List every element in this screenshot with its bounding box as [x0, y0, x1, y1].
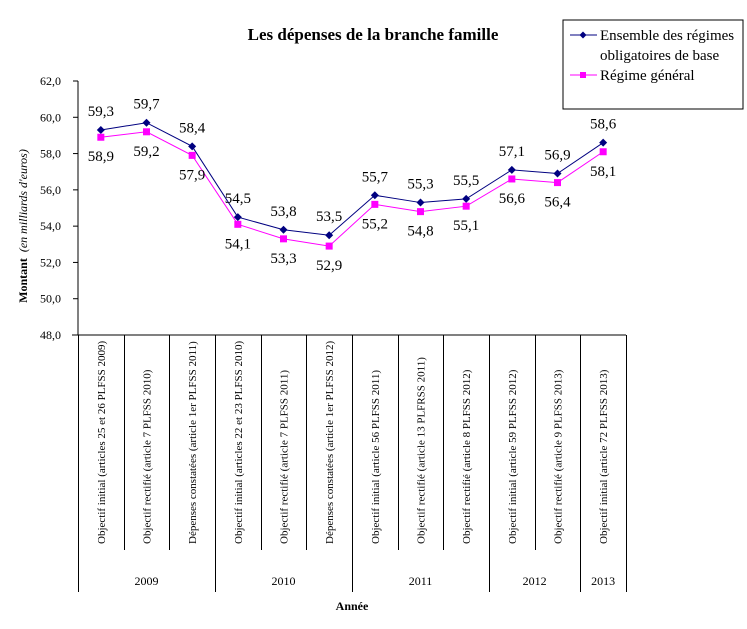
y-tick-label: 60,0 — [40, 110, 61, 124]
series-layer — [96, 118, 608, 250]
series-line — [100, 131, 604, 247]
data-label: 59,2 — [133, 144, 159, 160]
year-label: 2009 — [135, 574, 159, 588]
data-label: 53,3 — [270, 251, 296, 267]
data-label: 56,9 — [544, 148, 570, 164]
year-label: 2012 — [523, 574, 547, 588]
data-point-square — [417, 208, 424, 216]
y-tick-label: 58,0 — [40, 147, 61, 161]
data-point-square — [508, 175, 516, 183]
data-label: 55,2 — [362, 216, 388, 232]
y-axis-title: Montant (en milliards d'euros) — [16, 149, 30, 303]
y-tick-label: 56,0 — [40, 183, 61, 197]
category-label: Objectif initial (articles 22 et 23 PLFS… — [233, 340, 245, 544]
category-label: Objectif rectifié (article 7 PLFSS 2010) — [142, 369, 154, 544]
y-ticks: 48,0 50,0 52,0 54,0 56,0 58,0 60,0 62,0 — [40, 74, 78, 342]
x-categories: Objectif initial (articles 25 et 26 PLFS… — [78, 335, 627, 592]
data-point-diamond — [279, 225, 288, 234]
data-point-diamond — [370, 191, 379, 200]
data-label: 56,4 — [544, 195, 571, 211]
data-label: 55,1 — [453, 218, 479, 234]
data-point-diamond — [325, 231, 334, 240]
category-label: Objectif rectifié (article 13 PLFRSS 201… — [416, 357, 428, 544]
category-label: Objectif rectifié (article 9 PLFSS 2013) — [553, 369, 565, 544]
data-point-square — [462, 202, 470, 210]
category-label: Objectif initial (article 56 PLFSS 2011) — [370, 370, 382, 544]
category-label: Objectif initial (articles 25 et 26 PLFS… — [96, 340, 108, 544]
data-point-square — [554, 179, 561, 187]
data-point-diamond — [462, 194, 471, 203]
y-tick-label: 52,0 — [40, 255, 61, 269]
y-axis-unit: (en milliards d'euros) — [16, 149, 30, 252]
legend-diamond-icon — [579, 31, 587, 39]
legend-label: Ensemble des régimes — [600, 28, 734, 44]
data-label: 53,5 — [316, 209, 342, 225]
series-ensemble-regimes — [96, 118, 608, 240]
category-label: Dépenses constatées (article 1er PLFSS 2… — [187, 341, 199, 544]
data-point-square — [325, 242, 333, 250]
data-label: 52,9 — [316, 258, 342, 274]
data-label: 57,9 — [179, 167, 205, 183]
chart-title: Les dépenses de la branche famille — [248, 25, 499, 44]
data-point-square — [371, 200, 379, 208]
data-point-diamond — [188, 142, 197, 151]
y-tick-label: 54,0 — [40, 219, 61, 233]
data-point-diamond — [96, 125, 105, 134]
category-label: Objectif initial (article 59 PLFSS 2012) — [507, 369, 519, 544]
y-tick-label: 48,0 — [40, 328, 61, 342]
x-axis-title: Année — [336, 599, 369, 613]
data-labels: 59,3 59,7 58,4 54,5 53,8 53,5 55,7 55,3 55,5 57,1… — [88, 97, 617, 274]
data-label: 58,4 — [179, 120, 206, 136]
data-point-square — [143, 128, 150, 136]
category-label: Objectif rectifié (article 8 PLFSS 2012) — [461, 369, 473, 544]
data-point-diamond — [233, 213, 242, 222]
data-point-square — [188, 151, 196, 159]
y-tick-label: 50,0 — [40, 292, 61, 306]
data-point-square — [97, 133, 105, 141]
category-label: Objectif rectifié (article 7 PLFSS 2011) — [279, 370, 291, 544]
category-label: Dépenses constatées (article 1er PLFSS 2… — [324, 341, 336, 544]
data-label: 54,1 — [225, 236, 251, 252]
axes — [72, 81, 626, 336]
data-point-diamond — [599, 138, 608, 147]
year-label: 2011 — [409, 574, 433, 588]
data-point-diamond — [142, 118, 151, 127]
data-label: 58,1 — [590, 164, 616, 180]
series-line — [100, 122, 604, 236]
data-point-square — [234, 220, 242, 228]
data-label: 59,3 — [88, 104, 114, 120]
data-label: 55,3 — [407, 177, 433, 193]
year-label: 2013 — [591, 574, 615, 588]
data-label: 55,7 — [362, 169, 389, 185]
legend-square-icon — [580, 72, 586, 78]
y-tick-label: 62,0 — [40, 74, 61, 88]
data-label: 57,1 — [499, 144, 525, 160]
series-regime-general — [97, 128, 607, 250]
category-label: Objectif initial (article 72 PLFSS 2013) — [598, 369, 610, 544]
data-label: 54,8 — [407, 224, 433, 240]
y-axis-label: Montant — [16, 258, 30, 303]
data-point-diamond — [416, 198, 425, 207]
data-label: 53,8 — [270, 204, 296, 220]
data-label: 54,5 — [225, 191, 251, 207]
data-label: 59,7 — [133, 97, 160, 113]
data-point-square — [599, 148, 607, 156]
data-label: 58,6 — [590, 117, 617, 133]
legend: Ensemble des régimes obligatoires de base… — [562, 19, 744, 110]
legend-label: Régime général — [600, 68, 695, 84]
data-point-diamond — [553, 169, 562, 178]
legend-label: obligatoires de base — [600, 48, 719, 64]
svg-text:Montant (en milliards d': Montant (en milliards d'euros) — [16, 149, 30, 303]
data-point-square — [280, 235, 287, 243]
data-label: 55,5 — [453, 173, 479, 189]
data-label: 56,6 — [499, 191, 526, 207]
data-label: 58,9 — [88, 149, 114, 165]
data-point-diamond — [507, 165, 516, 174]
year-label: 2010 — [272, 574, 296, 588]
